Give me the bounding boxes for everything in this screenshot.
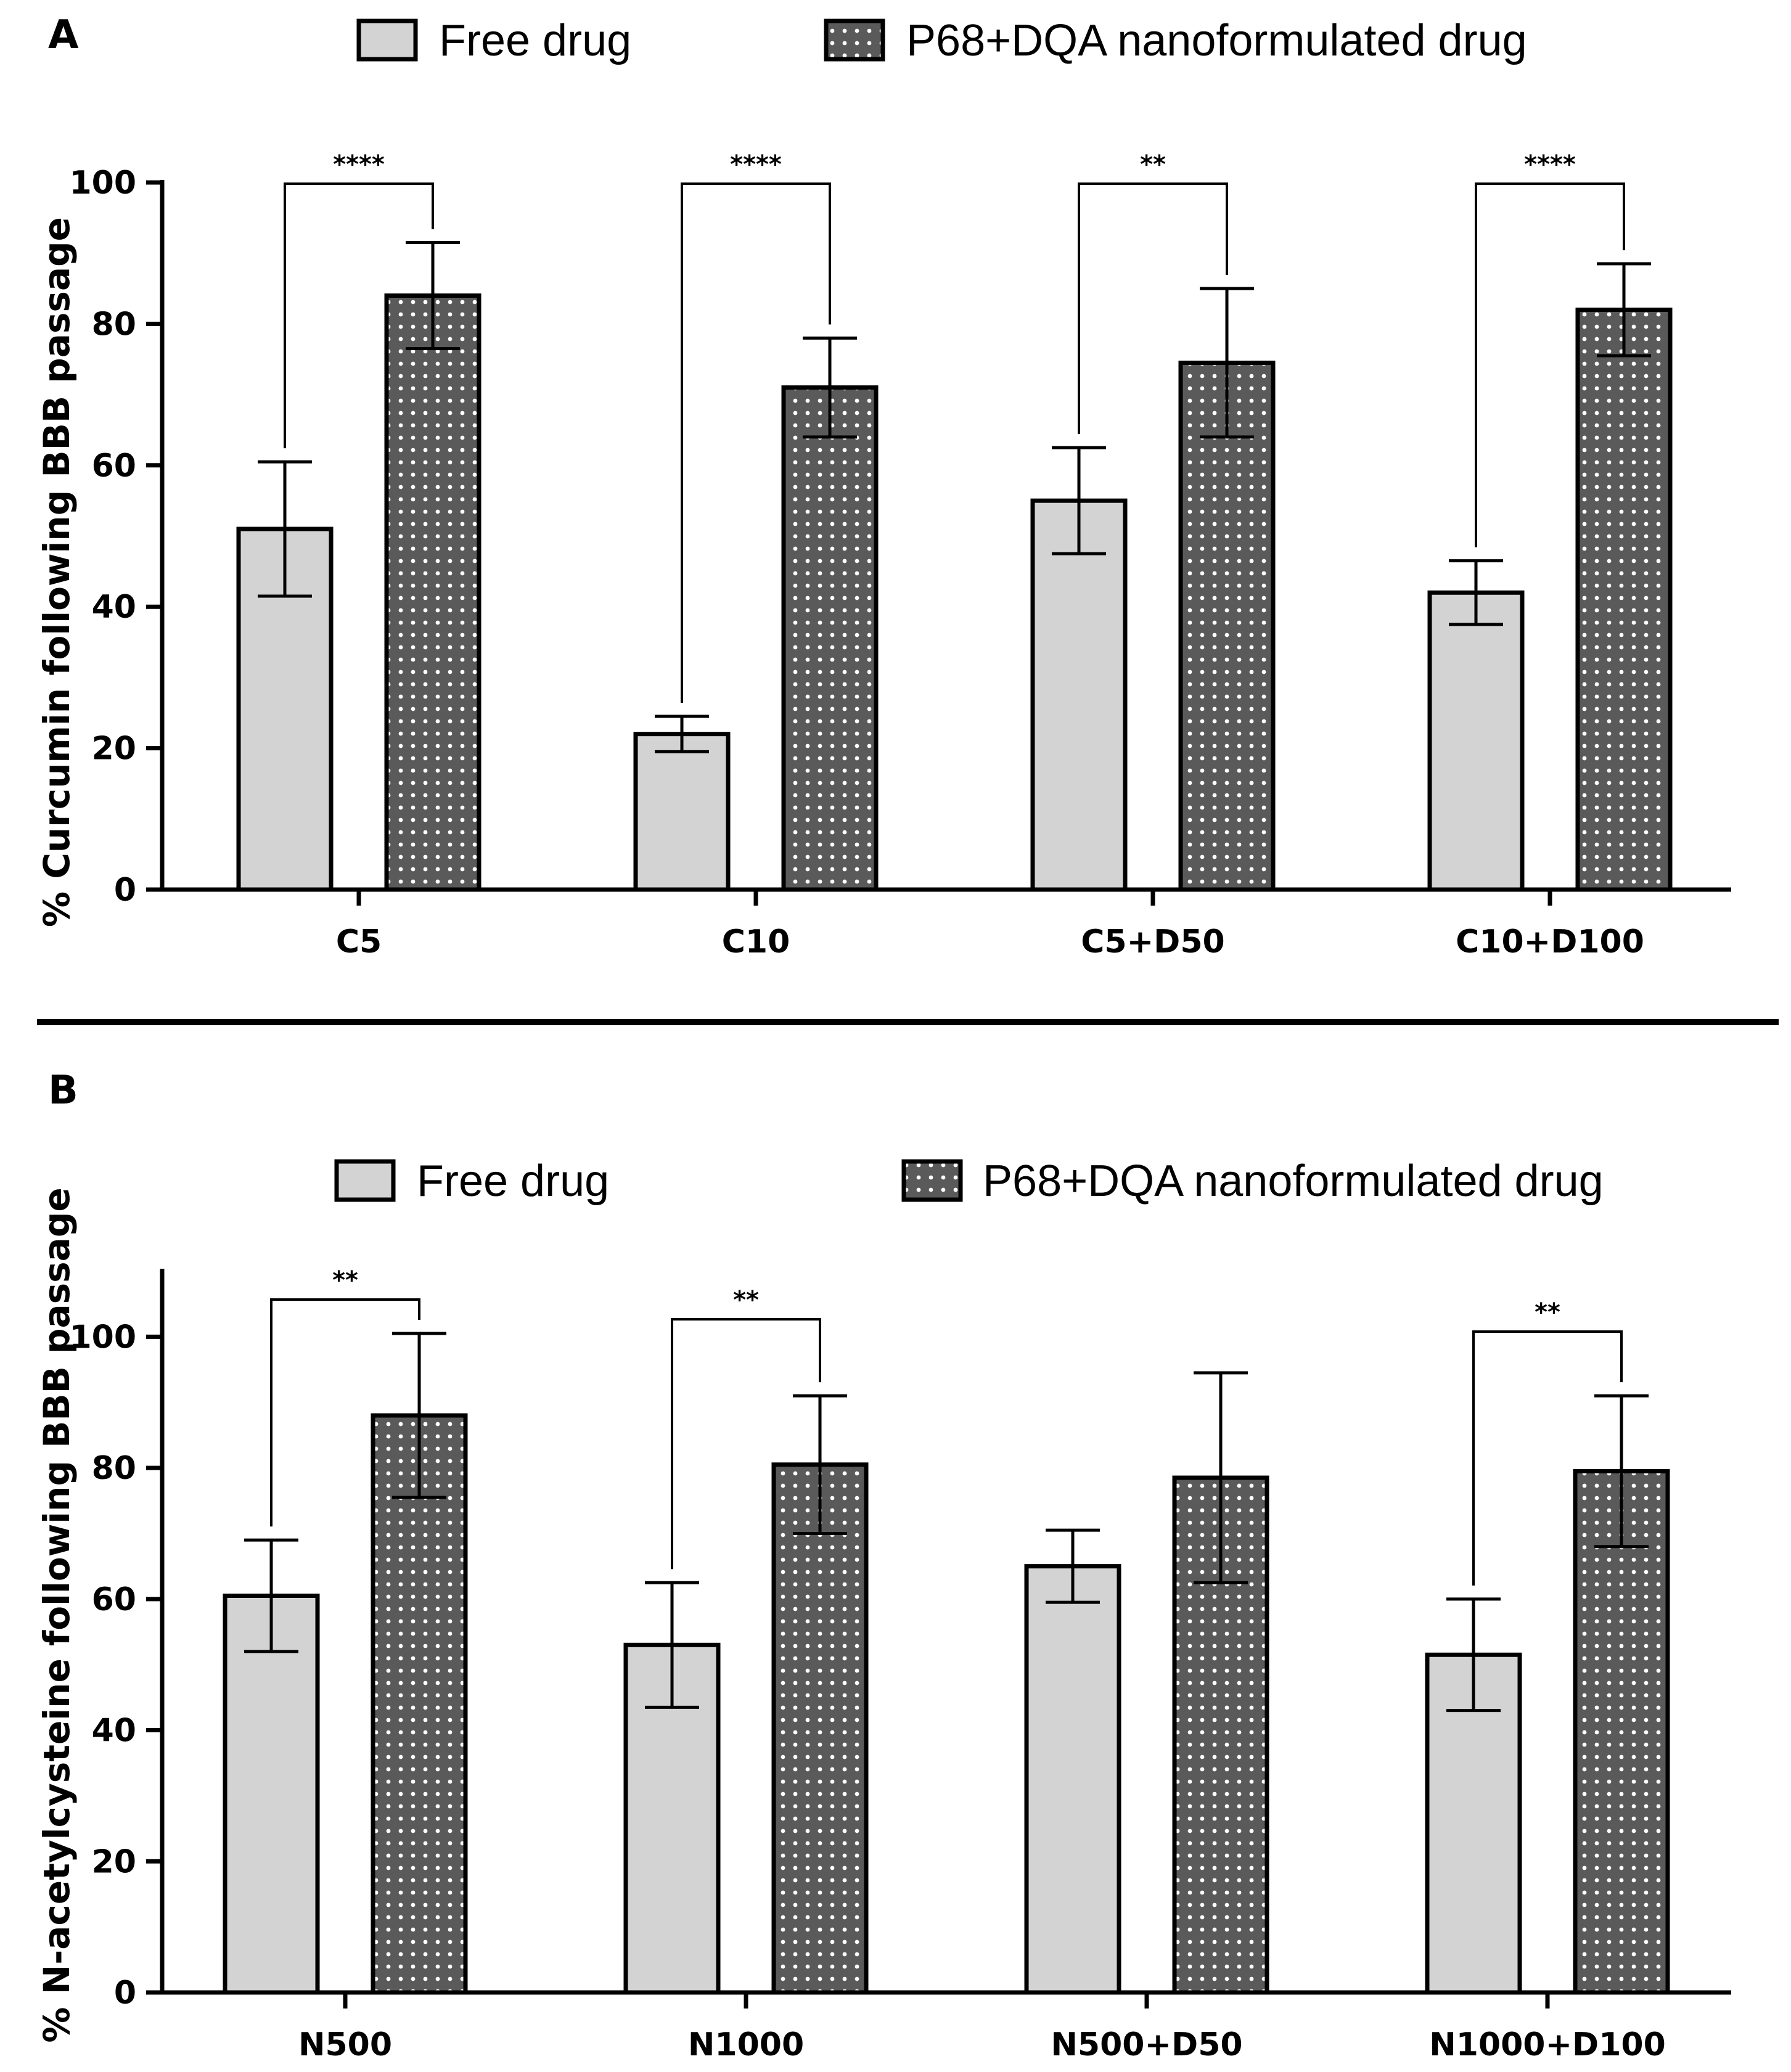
significance-bracket <box>270 1298 420 1527</box>
error-bar <box>803 336 857 439</box>
legend-nano-label-a: P68+DQA nanoformulated drug <box>906 16 1527 65</box>
significance-label: ** <box>1535 1298 1560 1327</box>
bar-nanoformulated-drug <box>771 1462 869 1995</box>
significance-label: **** <box>333 150 385 179</box>
significance-label: **** <box>1524 150 1576 179</box>
significance-bracket <box>284 182 434 449</box>
bar-nanoformulated-drug <box>384 293 482 892</box>
error-bar <box>655 715 709 753</box>
bar-nanoformulated-drug <box>781 385 879 892</box>
x-tick-label: C5 <box>336 923 382 960</box>
significance-bracket <box>681 182 831 703</box>
error-bar <box>406 240 460 351</box>
y-tick-label: 20 <box>92 1843 136 1880</box>
bar-free-drug <box>1030 498 1128 892</box>
y-tick-label: 0 <box>114 1975 136 2012</box>
y-tick-label: 60 <box>92 1581 136 1618</box>
error-bar <box>793 1394 847 1535</box>
y-tick-label: 80 <box>92 1450 136 1487</box>
significance-bracket <box>1475 182 1625 547</box>
y-axis-title-a: % Curcumin following BBB passage <box>36 217 78 927</box>
bar-free-drug <box>633 732 731 892</box>
error-bar <box>1046 1528 1100 1604</box>
error-bar <box>645 1581 699 1709</box>
significance-label: ** <box>332 1266 358 1295</box>
y-tick-label: 40 <box>92 1713 136 1750</box>
y-tick-label: 20 <box>92 731 136 768</box>
significance-label: ** <box>1140 150 1166 179</box>
error-bar <box>1594 1394 1649 1549</box>
bar-nanoformulated-drug <box>1178 360 1276 892</box>
legend-free-label-a: Free drug <box>439 16 631 65</box>
bar-nanoformulated-drug <box>1573 1468 1670 1995</box>
significance-label: **** <box>730 150 782 179</box>
x-tick-label: N1000+D100 <box>1429 2026 1666 2063</box>
error-bar <box>1052 446 1106 555</box>
panel-label-a: A <box>48 12 79 58</box>
bar-nanoformulated-drug <box>371 1413 468 1995</box>
x-tick-label: C10+D100 <box>1456 923 1644 960</box>
legend-nano-swatch-b <box>901 1159 963 1202</box>
bar-free-drug <box>1024 1564 1121 1995</box>
significance-bracket <box>1078 182 1228 435</box>
significance-bracket <box>671 1318 821 1570</box>
error-bar <box>1446 1597 1501 1713</box>
y-tick-label: 100 <box>69 165 136 202</box>
y-tick-label: 40 <box>92 589 136 626</box>
error-bar <box>1597 262 1651 358</box>
y-tick-label: 0 <box>114 872 136 909</box>
x-tick-label: N1000 <box>688 2026 804 2063</box>
x-tick-label: N500+D50 <box>1051 2026 1242 2063</box>
error-bar <box>1449 559 1503 626</box>
y-axis-title-b: % N-acetylcysteine following BBB passage <box>36 1187 78 2042</box>
x-tick-label: N500 <box>298 2026 392 2063</box>
error-bar <box>1200 287 1254 439</box>
panel-label-b: B <box>48 1068 78 1113</box>
significance-label: ** <box>733 1286 759 1314</box>
y-tick-label: 80 <box>92 306 136 343</box>
legend-free-swatch-a <box>356 18 418 62</box>
chart-b: 0 20 40 60 80 100 N500 ** N1000 ** N500+D50 N1000+D… <box>69 1266 1731 2063</box>
bar-free-drug <box>223 1594 320 1995</box>
significance-bracket <box>1472 1330 1623 1586</box>
chart-a: 0 20 40 60 80 100 C5 **** C10 **** C5+D50 ** C10+D10… <box>69 150 1731 960</box>
bar-free-drug <box>1427 590 1525 892</box>
y-tick-label: 60 <box>92 448 136 485</box>
error-bar <box>244 1538 298 1653</box>
x-tick-label: C10 <box>722 923 790 960</box>
legend-free-swatch-b <box>334 1159 396 1202</box>
bar-nanoformulated-drug <box>1575 307 1673 892</box>
error-bar <box>258 460 312 598</box>
legend-nano-label-b: P68+DQA nanoformulated drug <box>983 1157 1604 1206</box>
legend-nano-swatch-a <box>824 18 885 62</box>
legend-free-label-b: Free drug <box>417 1157 609 1206</box>
x-tick-label: C5+D50 <box>1081 923 1224 960</box>
error-bar <box>1194 1371 1248 1584</box>
y-tick-label: 100 <box>69 1319 136 1356</box>
error-bar <box>392 1332 446 1499</box>
